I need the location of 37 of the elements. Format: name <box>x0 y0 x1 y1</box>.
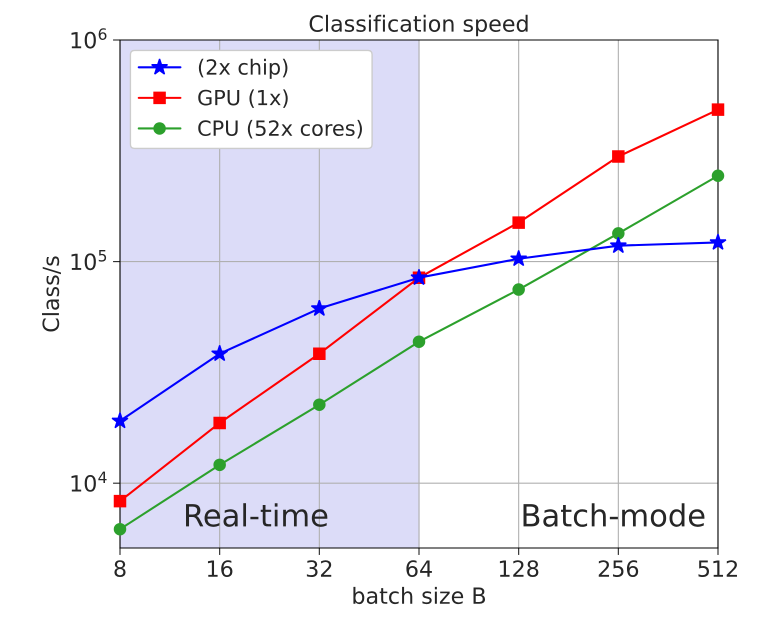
point <box>512 283 525 296</box>
point <box>512 216 525 229</box>
point <box>310 300 328 316</box>
x-tick-label: 64 <box>406 560 432 578</box>
y-axis-title: Class/s <box>42 256 61 332</box>
y-tick-label: 10$^{5}$ <box>72 250 106 270</box>
point <box>114 494 126 508</box>
point <box>313 398 326 411</box>
x-axis-title: batch size B <box>353 586 486 604</box>
point <box>114 522 126 536</box>
point <box>610 236 627 254</box>
x-tick-label: 8 <box>114 560 126 578</box>
x-tick-label: 256 <box>598 560 638 578</box>
chart-title: Classification speed <box>310 14 528 36</box>
point <box>612 227 625 240</box>
band-label: Real-time <box>186 503 328 527</box>
x-tick-label: 128 <box>500 560 538 578</box>
x-tick-label: 16 <box>208 560 232 578</box>
point <box>213 416 226 430</box>
x-tick-label: 32 <box>306 560 332 578</box>
y-tick-label: 10$^{6}$ <box>72 28 106 49</box>
point <box>213 458 226 472</box>
point <box>412 335 426 348</box>
x-tick-label: 512 <box>698 560 737 578</box>
point <box>712 103 724 116</box>
y-tick-label: 10$^{4}$ <box>72 472 107 492</box>
point <box>712 170 724 182</box>
point <box>612 150 625 163</box>
point <box>313 347 326 360</box>
point <box>211 344 228 362</box>
point <box>510 250 528 266</box>
point <box>709 233 727 250</box>
legend-label: (2x chip) <box>198 58 288 79</box>
point <box>111 412 129 428</box>
legend-label: GPU (1x) <box>198 89 288 108</box>
legend-label: CPU (52x cores) <box>198 120 362 138</box>
annotation: Batch-mode <box>524 503 704 527</box>
